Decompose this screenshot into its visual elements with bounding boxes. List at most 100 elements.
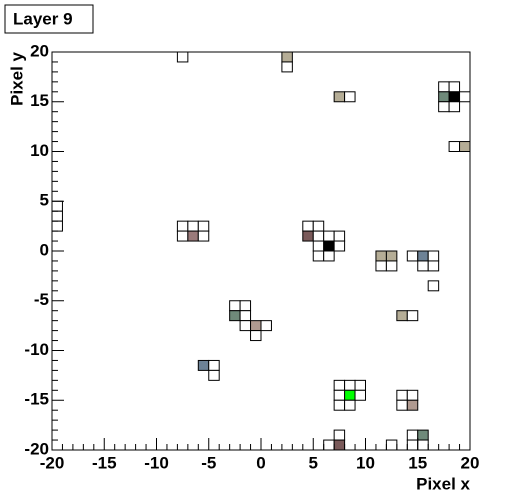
pixel-cell — [406, 399, 419, 411]
pixel-cell — [239, 310, 252, 322]
pixel-cell — [208, 359, 220, 371]
pixel-cell — [375, 260, 387, 272]
pixel-cell — [176, 230, 189, 242]
pixel-cell — [427, 250, 440, 262]
x-axis-label: Pixel x — [416, 474, 470, 493]
pixel-cell — [51, 220, 63, 232]
pixel-cell — [333, 379, 346, 391]
x-tick-label: -5 — [201, 453, 216, 472]
pixel-cell — [459, 91, 471, 103]
y-tick-label: 10 — [30, 141, 49, 160]
pixel-cell — [354, 379, 366, 391]
pixel-cell — [396, 389, 408, 401]
pixel-cell — [197, 359, 210, 371]
pixel-cell — [438, 101, 450, 113]
pixel-cell — [333, 91, 346, 103]
pixel-cell — [333, 230, 346, 242]
pixel-cell — [406, 389, 419, 401]
pixel-cell — [406, 429, 419, 441]
x-tick-label: 20 — [461, 453, 480, 472]
x-tick-label: 15 — [408, 453, 427, 472]
pixel-cell — [312, 220, 325, 232]
y-tick-label: 20 — [30, 41, 49, 60]
pixel-cell — [417, 439, 429, 451]
pixel-cell — [323, 230, 335, 242]
pixel-cell — [385, 439, 398, 451]
pixel-cell — [354, 389, 366, 401]
pixel-cell — [333, 399, 346, 411]
pixel-cell — [375, 250, 387, 262]
pixel-cell — [281, 61, 293, 73]
y-tick-label: 0 — [40, 240, 49, 259]
pixel-cell — [406, 439, 419, 451]
pixel-cell — [406, 310, 419, 322]
pixel-cell — [344, 379, 356, 391]
x-tick-label: 5 — [309, 453, 318, 472]
pixel-cell — [438, 81, 450, 93]
pixel-cell — [406, 250, 419, 262]
pixel-cell — [176, 220, 189, 232]
x-tick-label: -10 — [144, 453, 169, 472]
pixel-cell — [427, 260, 440, 272]
pixel-cell — [312, 230, 325, 242]
pixel-cell — [448, 91, 461, 103]
y-tick-label: -5 — [34, 290, 49, 309]
pixel-cell — [333, 429, 346, 441]
pixel-cell — [197, 230, 210, 242]
pixel-cell — [333, 439, 346, 451]
pixel-cell — [344, 91, 356, 103]
x-tick-label: -15 — [92, 453, 117, 472]
pixel-cell — [396, 399, 408, 411]
pixel-cell — [312, 240, 325, 252]
pixel-cell — [197, 220, 210, 232]
pixel-cell — [51, 210, 63, 222]
title-box — [4, 4, 94, 34]
x-tick-label: 10 — [356, 453, 375, 472]
pixel-cell — [417, 260, 429, 272]
pixel-cell — [260, 320, 272, 332]
pixel-cell — [438, 91, 450, 103]
pixel-cell — [229, 310, 241, 322]
pixel-cell — [333, 240, 346, 252]
pixel-cell — [312, 250, 325, 262]
y-axis-label: Pixel y — [7, 51, 26, 105]
pixel-cell — [385, 250, 398, 262]
x-tick-label: 0 — [256, 453, 265, 472]
pixel-cell — [459, 141, 471, 153]
pixel-cell — [239, 300, 252, 312]
pixel-cell — [344, 399, 356, 411]
pixel-cell — [239, 320, 252, 332]
pixel-cell — [302, 220, 314, 232]
pixel-cell — [448, 141, 461, 153]
pixel-cell — [448, 81, 461, 93]
pixel-cell — [250, 330, 262, 342]
chart-title: Layer 9 — [13, 9, 73, 28]
y-tick-label: 5 — [40, 191, 49, 210]
pixel-cell — [323, 250, 335, 262]
pixel-cell — [302, 230, 314, 242]
y-tick-label: -10 — [24, 340, 49, 359]
pixel-cell — [396, 310, 408, 322]
pixel-cell — [417, 429, 429, 441]
pixel-cell — [281, 51, 293, 63]
x-tick-label: -20 — [40, 453, 65, 472]
pixel-cell — [385, 260, 398, 272]
pixel-cell — [51, 200, 63, 212]
y-tick-label: -20 — [24, 439, 49, 458]
pixel-cell — [323, 439, 335, 451]
pixel-cell — [448, 101, 461, 113]
pixel-cell — [344, 389, 356, 401]
pixel-cell — [333, 389, 346, 401]
y-tick-label: 15 — [30, 91, 49, 110]
y-tick-label: -15 — [24, 390, 49, 409]
pixel-cell — [323, 240, 335, 252]
pixel-cell — [187, 230, 199, 242]
pixel-cell — [229, 300, 241, 312]
pixel-cell — [427, 280, 440, 292]
pixel-cell — [208, 369, 220, 381]
pixel-cell — [187, 220, 199, 232]
pixel-cell — [250, 320, 262, 332]
pixel-cell — [176, 51, 189, 63]
pixel-cell — [417, 250, 429, 262]
